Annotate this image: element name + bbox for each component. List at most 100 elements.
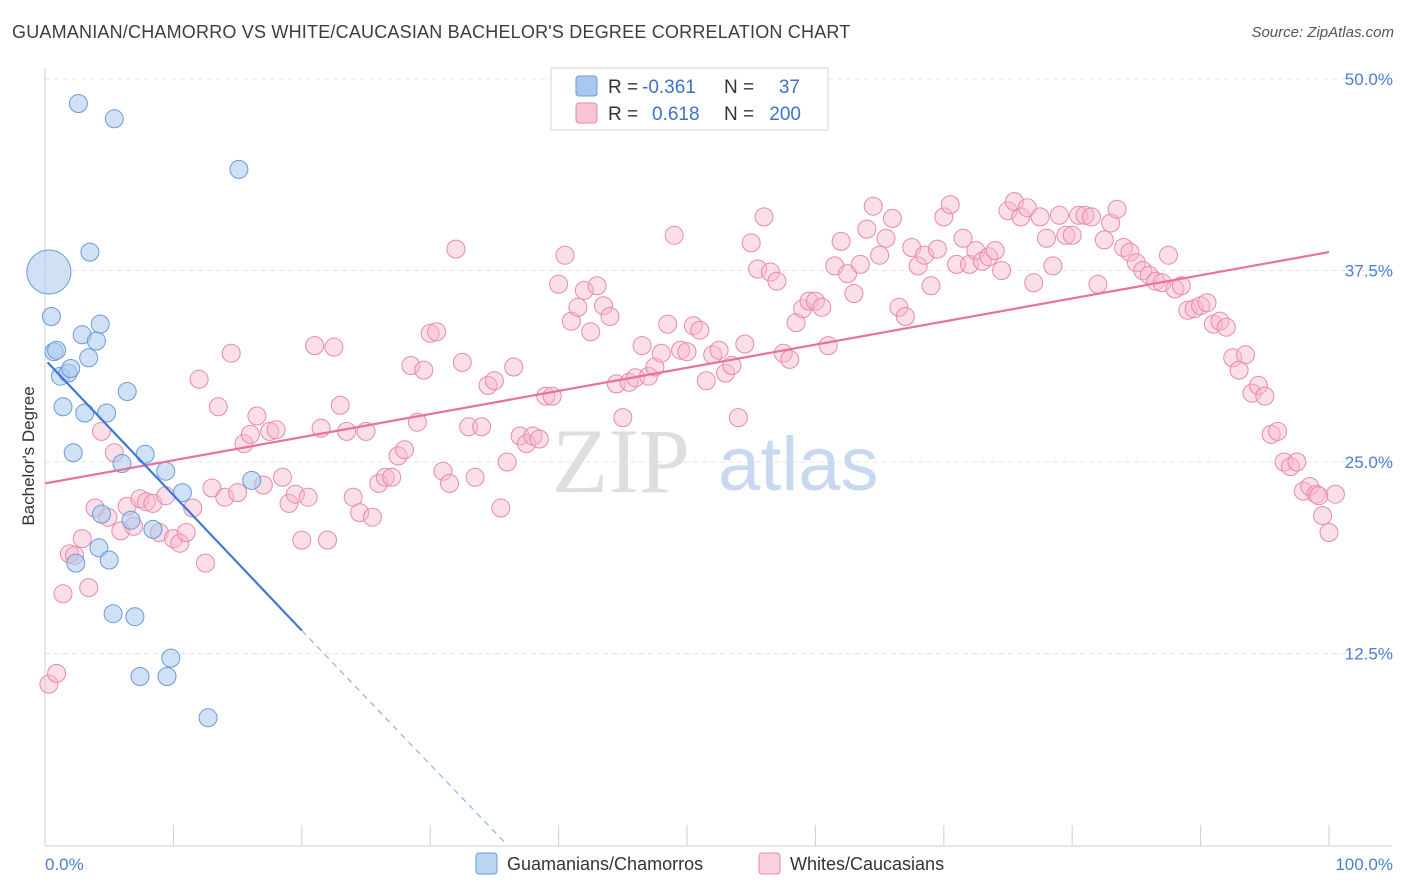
point-whites [786, 313, 806, 333]
point-whites [47, 663, 67, 683]
point-whites [728, 408, 748, 428]
point-whites [266, 420, 286, 440]
point-whites [754, 207, 774, 227]
point-whites [1248, 375, 1268, 395]
point-whites [953, 228, 973, 248]
point-guamanians [79, 348, 99, 368]
point-whites [831, 231, 851, 251]
point-whites [1313, 506, 1333, 526]
point-whites [587, 276, 607, 296]
point-whites [1325, 484, 1345, 504]
point-whites [1049, 205, 1069, 225]
point-whites [1178, 300, 1198, 320]
point-whites [427, 322, 447, 342]
point-guamanians [242, 470, 262, 490]
point-whites [998, 201, 1018, 221]
point-whites [1236, 345, 1255, 365]
point-whites [491, 498, 511, 518]
point-whites [555, 245, 575, 265]
point-whites [92, 421, 111, 441]
point-guamanians [68, 94, 88, 113]
point-whites [574, 280, 594, 300]
point-whites [318, 530, 337, 550]
data-points [26, 94, 1345, 728]
legend-n-label-1: N = [724, 77, 754, 98]
point-whites [934, 207, 954, 227]
point-whites [600, 307, 620, 326]
point-whites [882, 208, 902, 228]
chart-source: Source: ZipAtlas.com [1251, 24, 1394, 41]
point-whites [260, 421, 280, 441]
trend-line-whites [44, 251, 1330, 485]
point-whites [651, 343, 671, 363]
series-legend: Guamanians/Chamorros Whites/Caucasians [475, 852, 944, 875]
point-whites [196, 553, 215, 573]
point-whites [136, 492, 156, 512]
point-whites [1223, 348, 1243, 368]
point-whites [1120, 242, 1140, 262]
point-whites [947, 254, 967, 274]
point-whites [1011, 207, 1031, 227]
point-whites [433, 461, 453, 481]
point-whites [1287, 452, 1307, 472]
point-whites [1088, 274, 1108, 294]
point-guamanians [75, 403, 95, 423]
point-whites [581, 322, 601, 342]
legend-swatch-guamanian [575, 75, 598, 97]
point-guamanians [117, 382, 137, 401]
point-whites [741, 233, 761, 253]
y-axis-title: Bachelor's Degree [19, 386, 38, 525]
point-whites [1030, 207, 1050, 227]
point-guamanians [121, 510, 141, 530]
point-whites [504, 357, 524, 377]
point-whites [228, 483, 248, 503]
series-swatch-guamanian [475, 852, 498, 875]
point-whites [459, 417, 479, 437]
point-whites [1255, 386, 1275, 406]
series-label-guamanian: Guamanians/Chamorros [507, 854, 703, 874]
point-guamanians [97, 403, 117, 423]
point-whites [156, 486, 176, 506]
point-whites [818, 336, 838, 356]
chart-title: GUAMANIAN/CHAMORRO VS WHITE/CAUCASIAN BA… [12, 22, 851, 42]
point-whites [735, 334, 755, 354]
point-whites [517, 434, 536, 454]
point-whites [375, 467, 395, 487]
point-whites [1309, 486, 1329, 506]
point-whites [767, 271, 787, 291]
point-guamanians [63, 443, 83, 463]
point-guamanians [47, 340, 67, 360]
point-whites [189, 369, 209, 389]
point-whites [594, 296, 613, 316]
point-whites [966, 241, 986, 261]
point-whites [870, 245, 890, 265]
point-whites [838, 264, 857, 284]
point-whites [940, 195, 960, 215]
point-whites [985, 241, 1005, 261]
point-guamanians [90, 314, 110, 334]
point-whites [1024, 273, 1044, 293]
point-whites [395, 440, 414, 460]
point-guamanians [104, 109, 124, 129]
point-whites [247, 406, 267, 426]
point-whites [472, 417, 492, 437]
point-whites [921, 276, 941, 296]
point-whites [992, 261, 1012, 280]
point-whites [324, 337, 344, 357]
point-guamanians [103, 604, 123, 624]
point-whites [79, 578, 99, 598]
point-guamanians [53, 397, 73, 417]
point-whites [658, 314, 678, 334]
point-whites [362, 507, 382, 527]
point-whites [542, 386, 562, 406]
point-whites [1171, 276, 1191, 296]
point-whites [414, 360, 434, 380]
point-guamanians [61, 359, 81, 378]
point-whites [677, 342, 697, 362]
x-tick-label-max: 100.0% [1335, 855, 1393, 874]
point-whites [350, 503, 370, 523]
point-guamanians [135, 444, 155, 464]
point-guamanians [172, 483, 192, 503]
point-whites [632, 336, 652, 356]
point-whites [1094, 230, 1114, 250]
